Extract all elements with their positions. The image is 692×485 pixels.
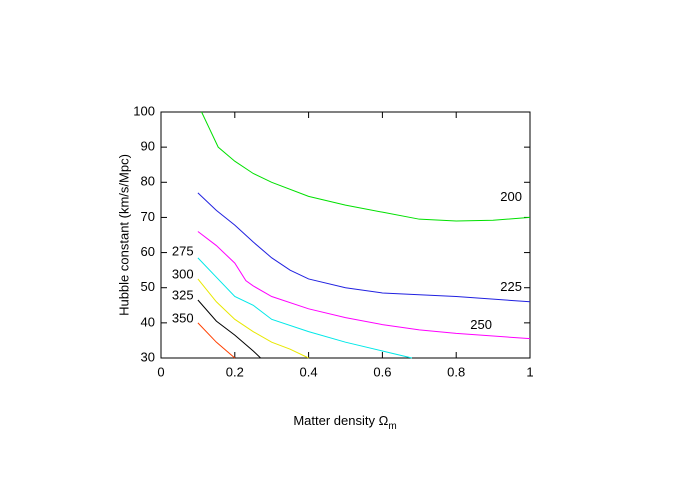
x-tick-label: 1	[526, 364, 533, 379]
x-axis-label-sub: m	[388, 421, 396, 432]
x-tick-label: 0	[157, 364, 164, 379]
x-tick-label: 0.4	[300, 364, 318, 379]
contour-line	[201, 111, 531, 222]
contour-line	[197, 322, 236, 359]
y-tick-label: 40	[141, 314, 155, 329]
plot-frame	[160, 111, 531, 359]
y-tick-label: 80	[141, 174, 155, 189]
contour-label: 300	[172, 266, 194, 281]
contour-line	[197, 231, 531, 340]
x-tick-label: 0.2	[226, 364, 244, 379]
y-axis-label: Hubble constant (km/s/Mpc)	[116, 154, 131, 316]
contour-line	[197, 278, 309, 359]
x-tick-label: 0.8	[447, 364, 465, 379]
contour-line	[197, 192, 531, 303]
contour-label: 325	[172, 287, 194, 302]
contour-label: 275	[172, 243, 194, 258]
y-tick-label: 30	[141, 349, 155, 364]
y-tick-label: 90	[141, 139, 155, 154]
y-tick-label: 50	[141, 279, 155, 294]
contour-label: 250	[470, 317, 492, 332]
x-axis-label-main: Matter density Ω	[293, 413, 388, 428]
contour-line	[197, 257, 413, 359]
contour-line	[197, 299, 261, 359]
x-tick-label: 0.6	[373, 364, 391, 379]
contour-label: 225	[500, 279, 522, 294]
contour-label: 200	[500, 189, 522, 204]
x-axis-label: Matter density Ωm	[293, 413, 396, 431]
y-tick-label: 100	[133, 103, 155, 118]
contour-label: 350	[172, 310, 194, 325]
y-tick-label: 60	[141, 244, 155, 259]
y-tick-label: 70	[141, 209, 155, 224]
